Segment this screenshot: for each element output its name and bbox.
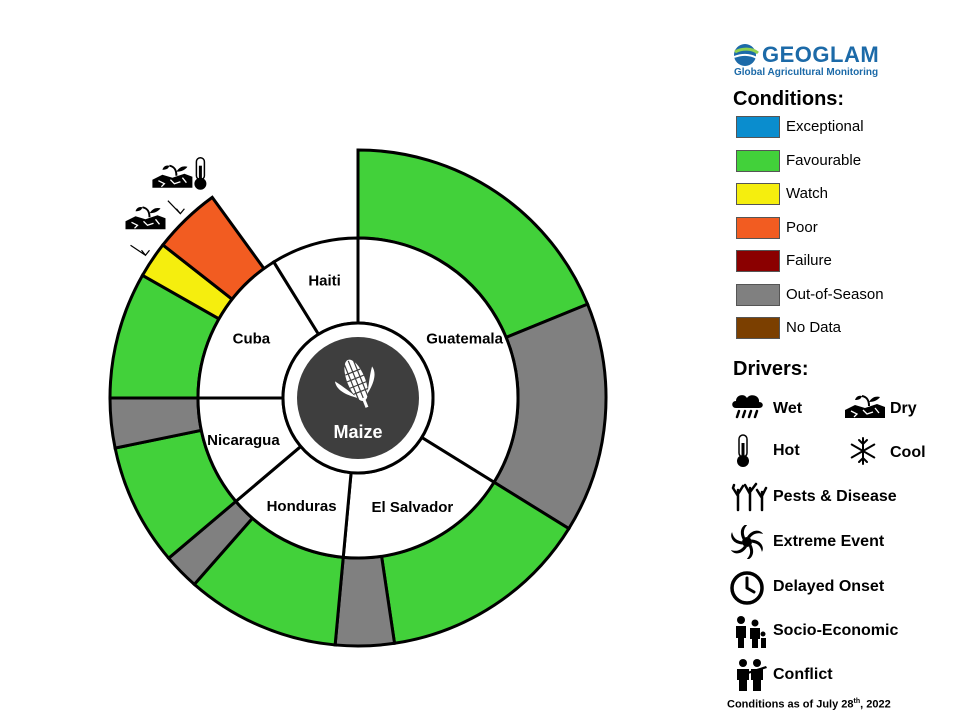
driver-label: Dry: [890, 400, 917, 417]
country-label: El Salvador: [372, 499, 454, 516]
delayed-onset-icon: [730, 571, 764, 605]
country-label: Haiti: [308, 273, 341, 290]
crop-name-label: Maize: [333, 422, 382, 442]
legend-label: Watch: [786, 185, 828, 202]
globe-icon: [733, 44, 759, 66]
legend-item: Watch: [736, 183, 936, 209]
crop-ring: Guatemala El Salvador Honduras Nicaragua Cub…: [108, 148, 608, 648]
legend-label: Poor: [786, 218, 818, 236]
legend-swatch: [736, 317, 780, 339]
drivers-heading: Drivers:: [733, 358, 809, 380]
wet-icon: [732, 395, 763, 419]
legend-swatch: [736, 183, 780, 205]
crop-conditions-chart: Guatemala El Salvador Honduras Nicaragua Cub…: [108, 148, 608, 648]
legend-label: Failure: [786, 252, 832, 269]
driver-extreme-event: Extreme Event: [730, 525, 930, 559]
conditions-heading: Conditions:: [733, 88, 845, 110]
conflict-icon: [737, 659, 767, 691]
country-label: Honduras: [267, 498, 337, 515]
cool-icon: [850, 437, 876, 465]
footnote-year: , 2022: [860, 698, 891, 711]
dry-icon: [845, 394, 886, 419]
legend-swatch: [736, 116, 780, 138]
driver-label: Extreme Event: [773, 533, 885, 550]
hot-icon: [736, 434, 750, 468]
driver-arrow: [167, 200, 185, 215]
country-label: Cuba: [233, 331, 271, 348]
legend-swatch: [736, 250, 780, 272]
logo-tagline: Global Agricultural Monitoring: [734, 67, 879, 78]
dry-icon: [124, 206, 167, 231]
driver-dry: Dry: [845, 392, 945, 426]
country-label: Nicaragua: [207, 432, 280, 449]
hot-icon: [193, 156, 208, 191]
dry-icon: [151, 164, 194, 189]
driver-label: Socio-Economic: [773, 622, 899, 639]
extreme-event-icon: [731, 525, 763, 559]
legend-label: No Data: [786, 319, 842, 336]
legend-item: Favourable: [736, 149, 936, 176]
conditions-date-note: Conditions as of July 28th, 2022: [727, 698, 891, 711]
legend-swatch: [736, 149, 780, 172]
driver-wet: Wet: [730, 392, 840, 426]
country-label: Guatemala: [426, 331, 503, 348]
legend-item: Exceptional: [736, 116, 936, 142]
socio-economic-icon: [736, 616, 766, 648]
maize-icon: [334, 359, 375, 408]
driver-arrow: [130, 244, 150, 257]
driver-label: Cool: [890, 444, 926, 461]
driver-label: Wet: [773, 400, 803, 417]
driver-conflict: Conflict: [733, 658, 933, 692]
footnote-text: Conditions as of July 28: [727, 698, 854, 711]
legend-item: No Data: [736, 317, 936, 343]
driver-label: Conflict: [773, 666, 833, 683]
legend-swatch: [736, 216, 780, 239]
legend-label: Favourable: [786, 151, 862, 169]
legend-label: Out-of-Season: [786, 285, 884, 303]
logo-name: GEOGLAM: [762, 42, 880, 67]
driver-label: Pests & Disease: [773, 488, 897, 505]
driver-socio-economic: Socio-Economic: [731, 614, 931, 648]
driver-cool: Cool: [848, 436, 948, 470]
driver-markers: [124, 156, 208, 257]
legend-item: Poor: [736, 216, 936, 243]
footnote-suffix: th: [853, 698, 861, 705]
driver-label: Delayed Onset: [773, 578, 885, 595]
legend-item: Failure: [736, 250, 936, 276]
legend-swatch: [736, 283, 780, 306]
driver-delayed-onset: Delayed Onset: [729, 570, 929, 605]
legend-label: Exceptional: [786, 118, 864, 135]
driver-label: Hot: [773, 442, 800, 459]
pests-disease-icon: [731, 482, 768, 512]
legend-item: Out-of-Season: [736, 283, 936, 310]
driver-hot: Hot: [736, 434, 846, 468]
driver-pests-disease: Pests & Disease: [730, 480, 930, 514]
